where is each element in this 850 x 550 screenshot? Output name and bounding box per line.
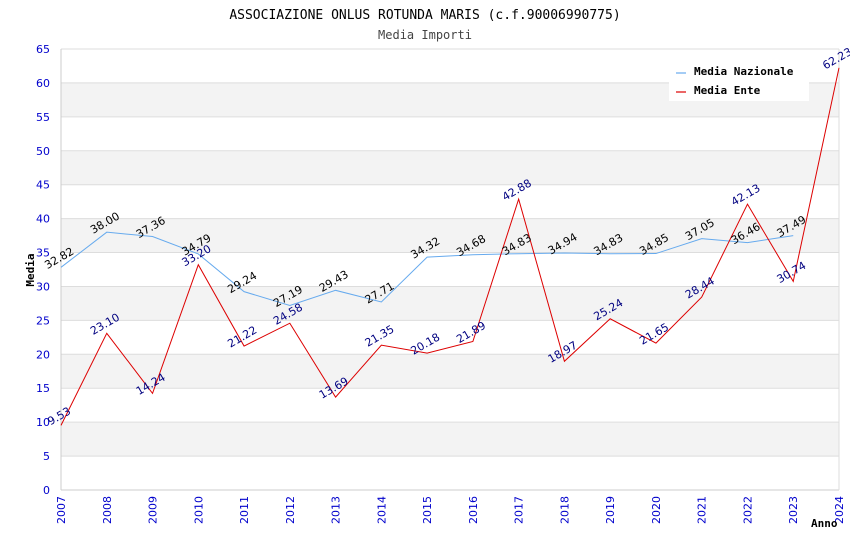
plot-band <box>61 116 839 151</box>
plot-band <box>61 388 839 423</box>
series-line <box>60 67 840 426</box>
x-tick-label: 2010 <box>192 496 205 524</box>
chart-title: ASSOCIAZIONE ONLUS ROTUNDA MARIS (c.f.90… <box>229 8 620 23</box>
x-tick-label: 2023 <box>787 496 800 524</box>
y-tick-label: 20 <box>36 348 50 361</box>
y-tick-label: 10 <box>36 416 50 429</box>
x-tick-label: 2016 <box>467 496 480 524</box>
x-tick-label: 2012 <box>284 496 297 524</box>
x-tick-label: 2019 <box>604 496 617 524</box>
y-tick-label: 60 <box>36 77 50 90</box>
y-tick-label: 15 <box>36 382 50 395</box>
y-tick-label: 40 <box>36 213 50 226</box>
y-tick-label: 65 <box>36 43 50 56</box>
plot-bands <box>61 49 839 490</box>
plot-band <box>61 354 839 389</box>
x-tick-label: 2015 <box>421 496 434 524</box>
legend: Media Nazionale Media Ente <box>669 60 809 101</box>
plot-band <box>61 218 839 253</box>
x-tick-label: 2013 <box>330 496 343 524</box>
x-tick-label: 2024 <box>833 496 846 524</box>
legend-box <box>669 60 809 101</box>
y-tick-label: 30 <box>36 280 50 293</box>
x-axis-title: Anno <box>811 517 838 530</box>
x-axis-ticks: 2007 2008 2009 2010 2011 2012 2013 2014 2015 2016… <box>55 496 846 524</box>
y-axis-title: Media <box>24 253 37 286</box>
y-tick-label: 0 <box>43 484 50 497</box>
y-tick-label: 35 <box>36 247 50 260</box>
x-tick-label: 2022 <box>741 496 754 524</box>
plot-band <box>61 252 839 287</box>
chart-subtitle: Media Importi <box>378 28 472 42</box>
x-tick-label: 2018 <box>558 496 571 524</box>
plot-band <box>61 150 839 185</box>
plot-band <box>61 456 839 490</box>
axes <box>60 49 840 491</box>
series-lines <box>60 67 840 426</box>
x-tick-label: 2014 <box>375 496 388 524</box>
series-line <box>60 231 794 307</box>
x-tick-label: 2020 <box>650 496 663 524</box>
x-tick-label: 2007 <box>55 496 68 524</box>
plot-band <box>61 184 839 219</box>
legend-label-media-nazionale: Media Nazionale <box>694 65 794 78</box>
plot-band <box>61 320 839 355</box>
y-tick-label: 5 <box>43 450 50 463</box>
x-tick-label: 2011 <box>238 496 251 524</box>
y-axis-ticks: 0 5 10 15 20 25 30 35 40 45 50 55 60 65 <box>36 43 50 497</box>
y-tick-label: 50 <box>36 145 50 158</box>
x-tick-label: 2017 <box>513 496 526 524</box>
y-tick-label: 25 <box>36 314 50 327</box>
x-tick-label: 2008 <box>101 496 114 524</box>
plot-band <box>61 286 839 321</box>
x-tick-label: 2009 <box>147 496 160 524</box>
x-tick-label: 2021 <box>696 496 709 524</box>
legend-label-media-ente: Media Ente <box>694 84 761 97</box>
y-tick-label: 55 <box>36 111 50 124</box>
plot-band <box>61 422 839 457</box>
y-tick-label: 45 <box>36 179 50 192</box>
